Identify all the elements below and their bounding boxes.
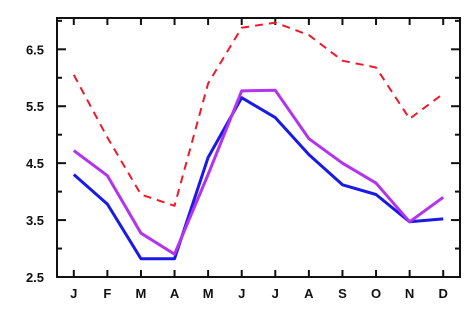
chart-axes xyxy=(56,17,461,278)
series-line-3 xyxy=(72,21,444,207)
x-tick-label: S xyxy=(338,286,347,301)
series-layer xyxy=(72,21,445,261)
series-line-1 xyxy=(72,96,444,261)
x-tick-label: J xyxy=(70,286,77,301)
x-tick-label: J xyxy=(238,286,245,301)
plot-frame xyxy=(56,17,461,278)
x-tick-label: J xyxy=(272,286,279,301)
series-line-2 xyxy=(72,88,445,256)
x-tick-label: M xyxy=(203,286,214,301)
y-tick-label: 4.5 xyxy=(26,156,44,171)
x-tick-label: A xyxy=(170,286,180,301)
x-tick-label: M xyxy=(136,286,147,301)
x-tick-label: A xyxy=(304,286,314,301)
x-tick-label: O xyxy=(371,286,381,301)
tick-labels: J F M A M J J A S O N D 2.5 3.5 4.5 5.5 6.5 xyxy=(26,42,448,301)
x-tick-label: F xyxy=(103,286,111,301)
x-tick-label: D xyxy=(439,286,448,301)
y-tick-label: 5.5 xyxy=(26,99,44,114)
y-tick-label: 3.5 xyxy=(26,213,44,228)
y-tick-label: 6.5 xyxy=(26,42,44,57)
x-tick-label: N xyxy=(405,286,414,301)
y-tick-label: 2.5 xyxy=(26,270,44,285)
